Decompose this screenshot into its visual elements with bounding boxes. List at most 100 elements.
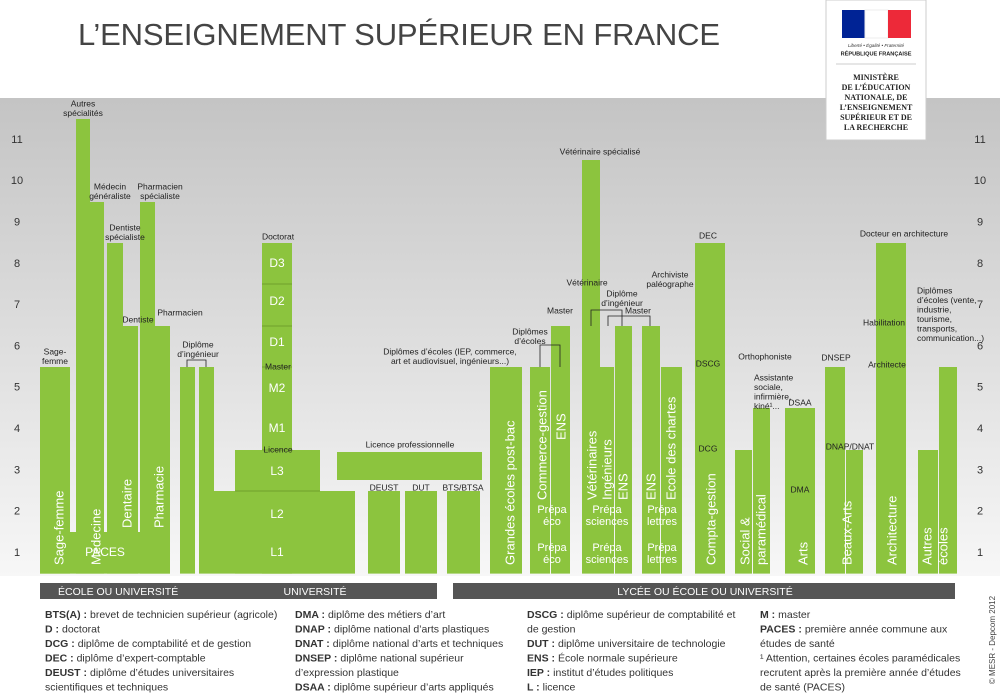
glossary-definition: master	[778, 609, 811, 621]
bracket	[186, 359, 207, 367]
column-label: Architecture	[884, 496, 899, 565]
level-label-text: Master	[625, 305, 651, 315]
level-label: 3	[977, 464, 983, 476]
note-line: ¹ Attention, certaines écoles paramédica…	[760, 652, 960, 664]
bar	[405, 491, 437, 574]
level-label-text: communication...)	[917, 333, 984, 343]
level-label-text: d’écoles (vente,	[917, 295, 977, 305]
column-label: Compta-gestion	[703, 473, 718, 565]
bar	[785, 408, 815, 574]
bar	[642, 326, 660, 574]
glossary-entry: DSCG : diplôme supérieur de comptabilité …	[527, 609, 736, 621]
glossary-definition: diplôme national d’arts et techniques	[333, 638, 503, 650]
level-label-text: femme	[42, 356, 68, 366]
bar	[123, 326, 138, 574]
level-label-text: L3	[270, 464, 284, 478]
bar	[551, 326, 570, 574]
glossary-entry: DEUST : diplôme d’études universitaires	[45, 667, 234, 679]
level-label-text: Médecin	[94, 181, 126, 191]
level-label-text: Pharmacien	[137, 181, 183, 191]
level-label-text: lettres	[647, 554, 677, 566]
bar	[846, 450, 863, 574]
glossary-term: DNAT :	[295, 638, 330, 650]
level-label-text: L1	[270, 545, 284, 559]
bar	[735, 450, 752, 574]
level-label-text: Prépa	[647, 542, 677, 554]
flag-red	[888, 10, 911, 38]
bracket	[539, 344, 561, 367]
ministry-line: LA RECHERCHE	[844, 123, 908, 132]
level-label-text: infirmière,	[754, 391, 791, 401]
glossary-entry: DMA : diplôme des métiers d’art	[295, 609, 445, 621]
ministry-line: L’ENSEIGNEMENT	[840, 103, 913, 112]
level-label-text: PACES	[85, 545, 125, 559]
bar	[155, 326, 170, 574]
level-label: 5	[977, 382, 983, 394]
level-label-text: BTS/BTSA	[442, 482, 483, 492]
level-label: 3	[14, 464, 20, 476]
level-label-text: L2	[270, 507, 284, 521]
glossary-definition: brevet de technicien supérieur (agricole…	[90, 609, 277, 621]
level-label-text: D3	[269, 256, 285, 270]
bar	[368, 491, 400, 574]
level-label: 8	[14, 258, 20, 270]
glossary-term: DNAP :	[295, 623, 331, 635]
level-label-text: Pharmacien	[157, 307, 203, 317]
bar	[582, 160, 600, 574]
glossary-term: D :	[45, 623, 59, 635]
ministry-line: SUPÉRIEUR ET DE	[840, 112, 912, 122]
bar	[530, 367, 550, 574]
level-label-text: Master	[547, 305, 573, 315]
column-label: écoles	[935, 527, 950, 565]
level-label-text: spécialiste	[105, 232, 145, 242]
glossary-term: DMA :	[295, 609, 325, 621]
level-label-text: DEUST	[370, 482, 399, 492]
glossary-entry: IEP : institut d’études politiques	[527, 667, 673, 679]
level-label-text: kiné¹...	[754, 401, 780, 411]
glossary-definition: diplôme supérieur de comptabilité et	[567, 609, 736, 621]
level-label-text: DUT	[412, 482, 429, 492]
column-label: Ecole des chartes	[663, 396, 678, 500]
level-label-text: DEC	[699, 230, 717, 240]
glossary-entry: DNSEP : diplôme national supérieur	[295, 652, 464, 664]
level-label-text: D1	[269, 335, 285, 349]
level-label-text: Diplômes	[512, 326, 547, 336]
column-label: Beaux-Arts	[839, 500, 854, 565]
glossary-definition: doctorat	[62, 623, 100, 635]
column-label: Ingénieurs	[599, 439, 614, 500]
level-label: 6	[14, 340, 20, 352]
level-label: 6	[977, 340, 983, 352]
glossary-term: M :	[760, 609, 775, 621]
glossary-definition: scientifiques et techniques	[45, 681, 168, 693]
column-label: Autres	[919, 527, 934, 565]
note-line: recrutent après la première année d’étud…	[760, 667, 961, 679]
bar	[90, 202, 104, 574]
column-label: Vétérinaires	[584, 430, 599, 500]
level-label-text: spécialiste	[140, 191, 180, 201]
level-label-text: généraliste	[89, 191, 131, 201]
level-label-text: D2	[269, 294, 285, 308]
bar	[262, 243, 292, 574]
glossary-term: DNSEP :	[295, 652, 337, 664]
flag-blue	[842, 10, 865, 38]
column-label: ENS	[553, 413, 568, 440]
glossary-term: BTS(A) :	[45, 609, 87, 621]
level-label: 2	[14, 506, 20, 518]
column-label: Social &	[737, 517, 752, 565]
glossary-entry: DCG : diplôme de comptabilité et de gesti…	[45, 638, 251, 650]
glossary-entry: DEC : diplôme d’expert-comptable	[45, 652, 206, 664]
level-label-text: transports,	[917, 323, 957, 333]
column-label: Sage-femme	[51, 491, 66, 565]
bar	[661, 367, 682, 574]
glossary-term: ENS :	[527, 652, 555, 664]
glossary-definition: École normale supérieure	[558, 651, 678, 664]
band	[40, 583, 437, 599]
level-label-text: Docteur en architecture	[860, 228, 949, 238]
level-label-text: Doctorat	[262, 231, 295, 241]
column-label: Grandes écoles post-bac	[502, 420, 517, 565]
bar	[695, 243, 725, 574]
bar	[447, 491, 480, 574]
level-label-text: DSCG	[696, 358, 721, 368]
level-label-text: sciences	[586, 516, 629, 528]
